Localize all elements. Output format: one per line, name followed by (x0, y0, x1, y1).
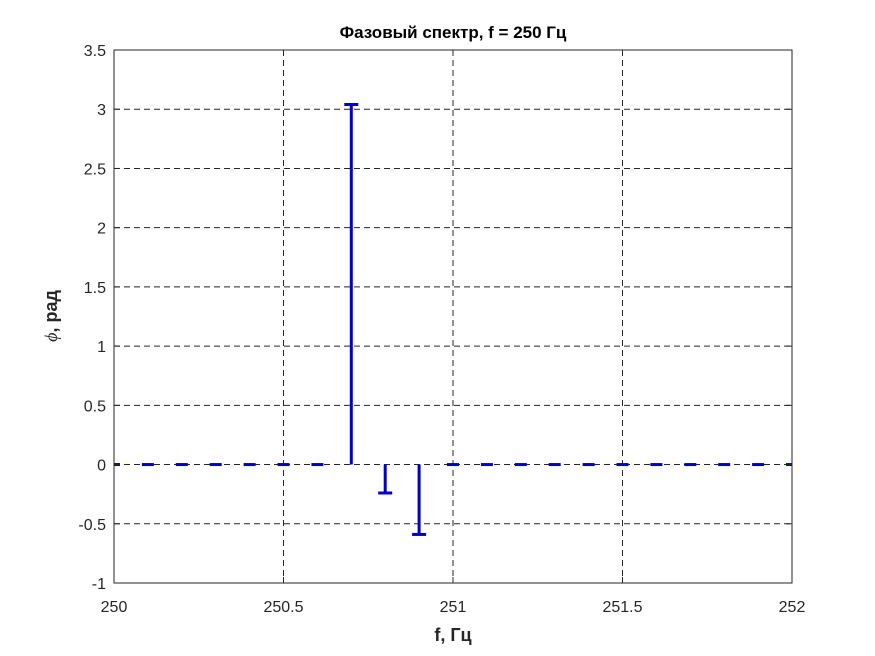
y-tick-label: 2 (97, 221, 106, 238)
x-tick-labels: 250 250.5 251 251.5 252 (101, 599, 806, 616)
y-tick-label: -1 (92, 576, 106, 593)
x-tick-label: 250.5 (263, 599, 303, 616)
y-tick-label: 3.5 (84, 43, 106, 60)
y-tick-label: 0.5 (84, 398, 106, 415)
y-axis-label-symbol: ϕ (41, 333, 61, 342)
y-tick-label: 2.5 (84, 161, 106, 178)
y-tick-label: -0.5 (78, 517, 106, 534)
x-tick-label: 251 (440, 599, 467, 616)
x-tick-label: 252 (779, 599, 806, 616)
y-tick-label: 1.5 (84, 280, 106, 297)
axis-ticks (113, 49, 793, 584)
y-tick-labels: -1 -0.5 0 0.5 1 1.5 2 2.5 3 3.5 (78, 43, 106, 593)
y-tick-label: 3 (97, 102, 106, 119)
stem-series (114, 102, 792, 536)
x-tick-label: 250 (101, 599, 128, 616)
grid-lines (114, 50, 792, 583)
y-tick-label: 1 (97, 339, 106, 356)
y-tick-label: 0 (97, 458, 106, 475)
x-tick-label: 251.5 (602, 599, 642, 616)
x-axis-label: f, Гц (434, 625, 471, 645)
y-axis-label: ϕ, рад (41, 290, 61, 342)
y-axis-label-text: , рад (41, 290, 61, 333)
chart-title: Фазовый спектр, f = 250 Гц (340, 23, 567, 42)
